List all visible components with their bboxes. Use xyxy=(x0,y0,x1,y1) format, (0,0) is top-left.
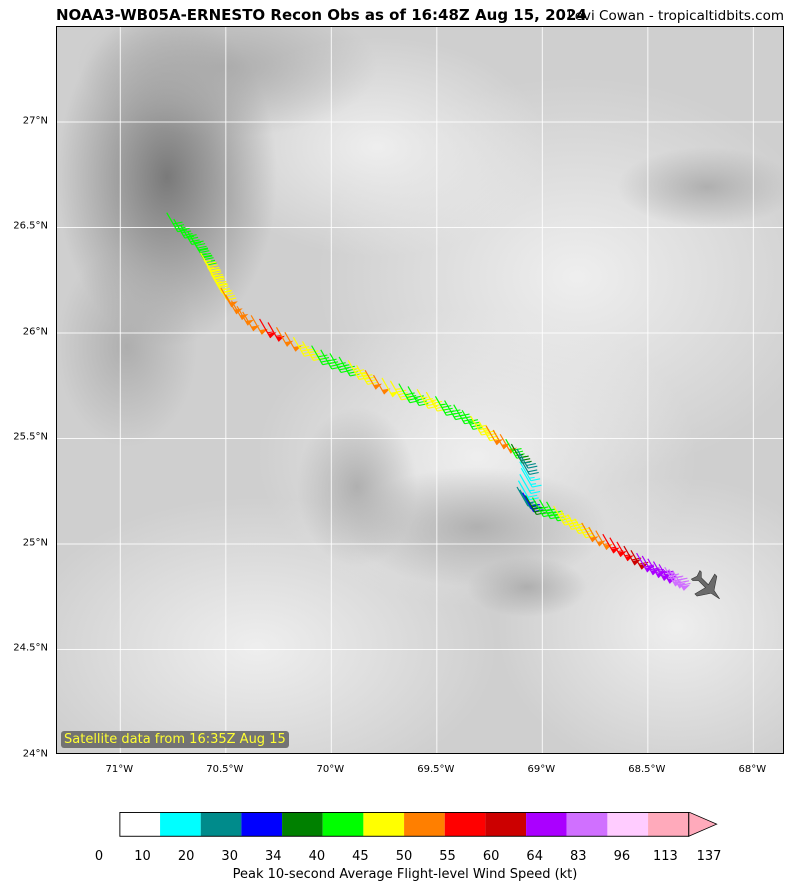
graticule xyxy=(57,27,783,753)
wind-barb xyxy=(311,345,333,366)
wind-barb xyxy=(519,474,541,494)
lon-tick-label: 70°W xyxy=(316,764,345,775)
colorbar-tick-label: 55 xyxy=(439,849,456,864)
wind-barb xyxy=(173,218,195,239)
colorbar-label: Peak 10-second Average Flight-level Wind… xyxy=(232,867,578,882)
wind-barb xyxy=(519,461,541,482)
lon-tick-label: 70.5°W xyxy=(206,764,244,775)
colorbar-tick-label: 34 xyxy=(265,849,282,864)
colorbar-tick-label: 20 xyxy=(177,849,195,864)
lat-tick-label: 26.5°N xyxy=(13,220,48,232)
wind-barb xyxy=(407,386,429,407)
wind-barb xyxy=(389,380,411,401)
wind-barb xyxy=(581,522,599,543)
lat-tick-label: 26°N xyxy=(22,326,48,338)
colorbar-segment xyxy=(322,812,364,837)
lon-tick-label: 69.5°W xyxy=(417,764,455,775)
colorbar-segment xyxy=(648,812,689,837)
colorbar-tick-label: 60 xyxy=(482,849,500,864)
colorbar-segment xyxy=(566,812,608,837)
wind-barb xyxy=(284,331,302,352)
lat-tick-label: 25°N xyxy=(22,537,48,549)
colorbar-segment xyxy=(485,812,527,837)
colorbar-outline xyxy=(119,812,690,837)
wind-colorbar xyxy=(119,812,718,837)
colorbar-tick-label: 50 xyxy=(395,849,413,864)
wind-barb xyxy=(616,541,634,562)
colorbar-tick-label: 83 xyxy=(570,849,587,864)
wind-barb xyxy=(588,526,606,547)
colorbar-tick-label: 0 xyxy=(94,849,104,864)
colorbar-segment xyxy=(444,812,486,837)
wind-barb xyxy=(364,369,383,390)
wind-barb xyxy=(416,388,438,409)
colorbar-tick-label: 40 xyxy=(308,849,326,864)
colorbar-tick-label: 96 xyxy=(613,849,631,864)
airplane-icon xyxy=(690,570,720,600)
colorbar-tick-label: 10 xyxy=(134,849,151,864)
lat-tick-label: 24°N xyxy=(22,748,48,760)
colorbar-tick-label: 30 xyxy=(221,849,238,864)
map-panel[interactable]: Satellite data from 16:35Z Aug 15 xyxy=(56,26,784,754)
map-title: NOAA3-WB05A-ERNESTO Recon Obs as of 16:4… xyxy=(56,6,587,24)
lat-tick-label: 24.5°N xyxy=(13,642,48,654)
colorbar-segment xyxy=(119,812,161,837)
lat-tick-label: 27°N xyxy=(22,115,48,127)
colorbar-tick-label: 113 xyxy=(653,849,678,864)
colorbar-tick-label: 137 xyxy=(696,849,722,864)
wind-barb xyxy=(517,455,539,475)
wind-barb xyxy=(485,425,503,446)
map-canvas xyxy=(57,27,783,753)
colorbar-segment xyxy=(241,812,283,837)
wind-barb xyxy=(672,571,691,591)
lon-tick-label: 68°W xyxy=(738,764,767,775)
wind-barb xyxy=(267,322,285,342)
colorbar-segment xyxy=(526,812,567,837)
wind-barb xyxy=(275,327,294,347)
colorbar-segment xyxy=(160,812,201,837)
lon-tick-label: 68.5°W xyxy=(628,764,666,775)
wind-barb xyxy=(658,564,677,584)
colorbar-segment xyxy=(282,812,323,837)
wind-barb xyxy=(492,429,511,450)
lat-tick-label: 25.5°N xyxy=(13,431,48,443)
aircraft-marker xyxy=(690,570,720,600)
wind-barb xyxy=(520,467,542,488)
colorbar-segment xyxy=(363,812,405,837)
wind-barb xyxy=(516,448,538,469)
wind-barb xyxy=(301,341,323,362)
colorbar-extend-arrow xyxy=(688,812,718,837)
wind-barb xyxy=(166,212,188,233)
colorbar-segment xyxy=(607,812,649,837)
lon-tick-label: 71°W xyxy=(105,764,134,775)
wind-barb xyxy=(398,383,420,404)
wind-barb xyxy=(180,225,202,245)
satellite-cloud-texture xyxy=(57,27,783,753)
flight-track xyxy=(166,212,691,591)
wind-barb xyxy=(517,480,539,501)
satellite-timestamp: Satellite data from 16:35Z Aug 15 xyxy=(61,731,289,748)
credit-text: Levi Cowan - tropicaltidbits.com xyxy=(567,8,784,24)
colorbar-tick-label: 64 xyxy=(526,849,543,864)
colorbar-segment xyxy=(404,812,445,837)
colorbar-tick-label: 45 xyxy=(352,849,369,864)
colorbar-segment xyxy=(200,812,242,837)
lon-tick-label: 69°W xyxy=(527,764,556,775)
